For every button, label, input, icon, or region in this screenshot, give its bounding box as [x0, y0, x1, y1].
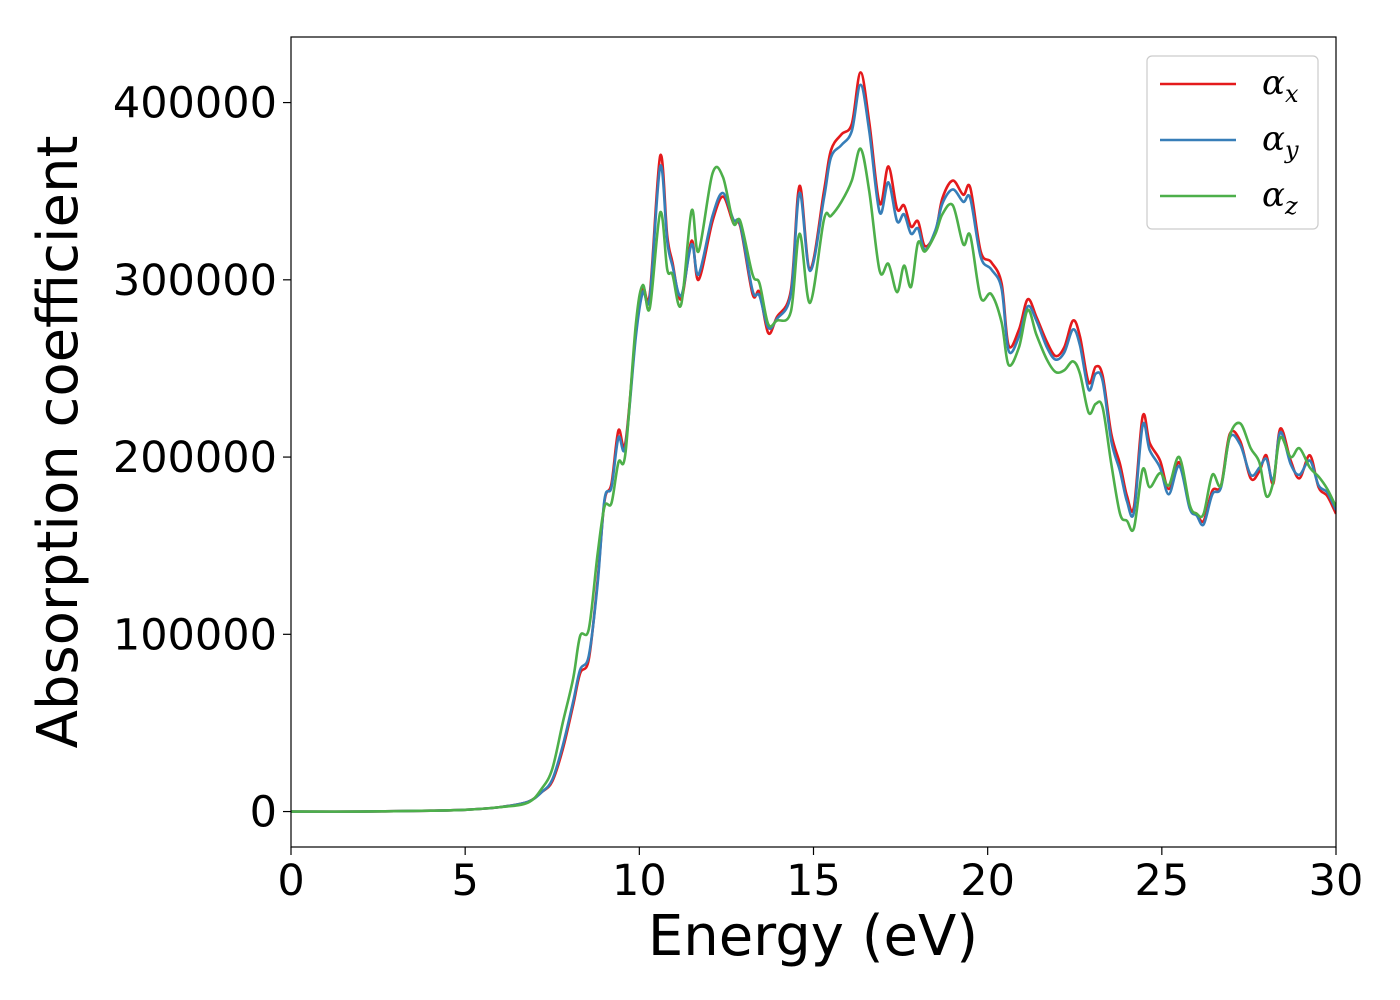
y-tick-label: 100000 [113, 610, 277, 660]
legend-box [1146, 55, 1319, 230]
y-tick-label: 400000 [113, 79, 277, 129]
x-tick-label: 25 [1134, 856, 1189, 906]
y-tick-label: 300000 [113, 256, 277, 306]
x-tick-label: 0 [277, 856, 304, 906]
legend-label-alpha-y: αy [1262, 119, 1299, 164]
x-tick-label: 10 [612, 856, 667, 906]
y-tick-label: 0 [250, 788, 277, 838]
x-tick-label: 15 [786, 856, 841, 906]
x-axis-label: Energy (eV) [648, 904, 978, 969]
legend-subscript: y [1284, 136, 1299, 164]
legend-label-alpha-z: αz [1262, 175, 1298, 220]
x-tick-label: 30 [1309, 856, 1364, 906]
x-tick-label: 20 [960, 856, 1015, 906]
legend-symbol: α [1262, 119, 1285, 159]
y-axis-label: Absorption coefficient [26, 136, 91, 749]
legend-subscript: x [1285, 80, 1299, 108]
legend-label-alpha-x: αx [1262, 63, 1299, 108]
y-tick-label: 200000 [113, 433, 277, 483]
legend-subscript: z [1284, 192, 1298, 220]
series-line-alpha-z [291, 147, 1336, 813]
series-layer [291, 71, 1336, 813]
legend-symbol: α [1262, 63, 1285, 103]
x-axis: 0 5 10 15 20 25 30 [277, 847, 1363, 906]
y-axis: 0 100000 200000 300000 400000 [113, 79, 291, 838]
x-tick-label: 5 [451, 856, 478, 906]
legend-symbol: α [1262, 175, 1285, 215]
